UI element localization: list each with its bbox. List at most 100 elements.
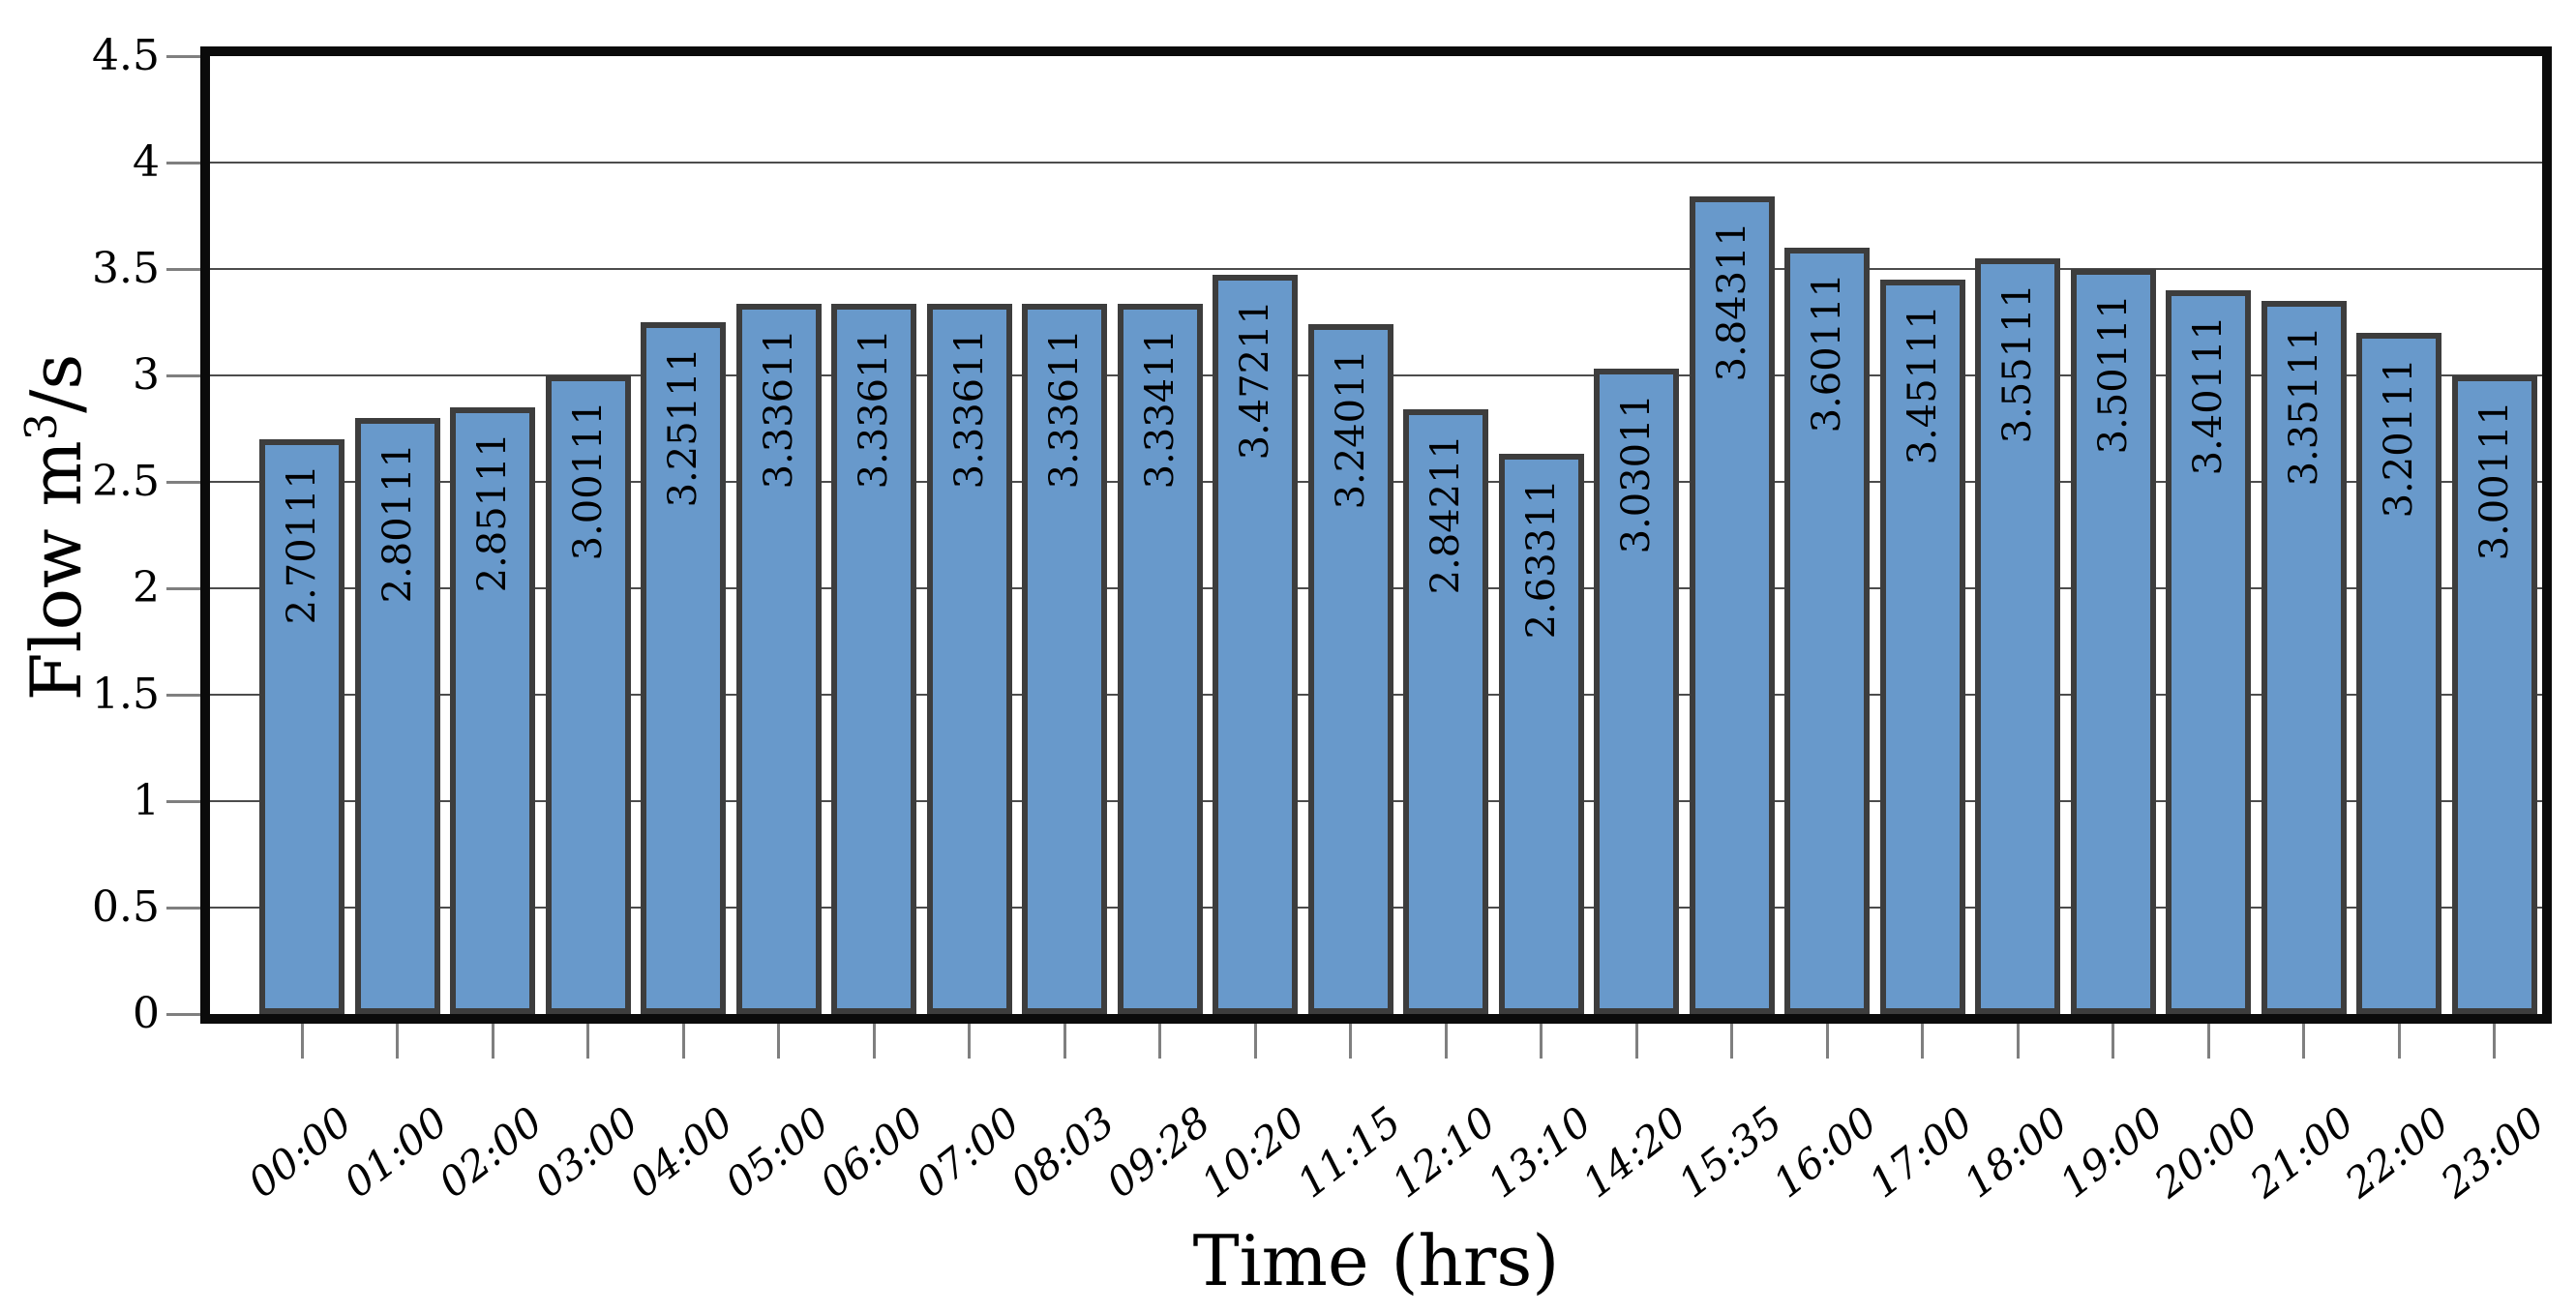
bar-value-label: 3.50111 xyxy=(2090,294,2136,455)
bar-value-label: 2.85111 xyxy=(470,433,515,593)
y-axis-title-suffix: /s xyxy=(15,353,97,413)
x-tick-mark xyxy=(2112,1024,2114,1059)
y-tick-mark xyxy=(166,267,200,271)
bar-value-label: 3.24011 xyxy=(1328,349,1373,510)
bar: 3.55111 xyxy=(1975,258,2060,1014)
bar-value-label: 3.33611 xyxy=(756,329,801,490)
y-axis-title: Flow m3/s xyxy=(15,354,97,701)
bar: 2.70111 xyxy=(259,439,344,1014)
x-tick-mark xyxy=(872,1024,876,1059)
gridline xyxy=(210,162,2542,164)
bar-value-label: 2.80111 xyxy=(374,443,420,604)
x-tick-mark xyxy=(1825,1024,1829,1059)
x-tick-mark xyxy=(396,1024,399,1059)
y-tick-mark xyxy=(166,54,200,58)
x-tick-mark xyxy=(1634,1024,1638,1059)
bar: 3.84311 xyxy=(1689,196,1775,1014)
bar-value-label: 3.00111 xyxy=(565,401,611,561)
bar-value-label: 3.33411 xyxy=(1137,329,1183,490)
bar: 3.33411 xyxy=(1117,304,1203,1014)
y-tick-mark xyxy=(166,480,200,484)
x-axis-title: Time (hrs) xyxy=(1192,1220,1560,1301)
bar-value-label: 3.00111 xyxy=(2471,401,2517,561)
x-tick-mark xyxy=(300,1024,304,1059)
bar: 3.60111 xyxy=(1784,248,1870,1014)
y-tick-label: 1 xyxy=(133,776,160,825)
bar-value-label: 3.33611 xyxy=(1042,329,1087,490)
x-tick-mark xyxy=(681,1024,685,1059)
y-tick-label: 1.5 xyxy=(92,670,160,719)
bar: 2.80111 xyxy=(354,418,440,1014)
x-tick-mark xyxy=(1540,1024,1543,1059)
bar-value-label: 3.40111 xyxy=(2186,315,2231,476)
bar-value-label: 3.25111 xyxy=(661,347,705,508)
x-tick-mark xyxy=(1349,1024,1352,1059)
x-tick-mark xyxy=(1730,1024,1733,1059)
y-tick-label: 3 xyxy=(133,350,160,400)
y-tick-mark xyxy=(166,799,200,803)
bar: 3.33611 xyxy=(926,304,1012,1014)
x-tick-mark xyxy=(2206,1024,2210,1059)
gridline xyxy=(210,268,2542,270)
bar: 3.40111 xyxy=(2166,290,2251,1014)
bar-value-label: 3.03011 xyxy=(1614,394,1659,554)
bar-value-label: 3.35111 xyxy=(2281,326,2326,487)
x-tick-mark xyxy=(968,1024,971,1059)
bar-value-label: 3.33611 xyxy=(946,329,992,490)
bar: 3.35111 xyxy=(2261,301,2347,1014)
bar: 3.24011 xyxy=(1307,324,1393,1014)
bar: 3.33611 xyxy=(735,304,822,1014)
bar-value-label: 3.84311 xyxy=(1709,222,1754,382)
bar: 3.33611 xyxy=(1022,304,1107,1014)
x-tick-mark xyxy=(2016,1024,2020,1059)
bar-value-label: 3.55111 xyxy=(1995,283,2040,444)
y-tick-label: 4 xyxy=(133,137,160,187)
bar: 3.50111 xyxy=(2070,269,2156,1014)
y-tick-mark xyxy=(166,586,200,590)
bar-value-label: 2.84211 xyxy=(1423,434,1468,595)
bar: 3.25111 xyxy=(641,322,726,1014)
y-axis-title-prefix: Flow m xyxy=(15,440,97,701)
bar-value-label: 2.70111 xyxy=(280,464,324,625)
x-tick-mark xyxy=(777,1024,780,1059)
y-tick-label: 0 xyxy=(133,989,160,1038)
bar: 3.00111 xyxy=(2451,375,2537,1014)
x-tick-mark xyxy=(2302,1024,2305,1059)
bar: 3.45111 xyxy=(1879,280,1965,1014)
y-tick-mark xyxy=(166,906,200,910)
bar: 2.63311 xyxy=(1498,454,1584,1014)
y-tick-mark xyxy=(166,161,200,164)
y-tick-label: 4.5 xyxy=(92,31,160,80)
y-tick-mark xyxy=(166,1012,200,1016)
bar-value-label: 3.60111 xyxy=(1805,273,1849,433)
bar: 3.00111 xyxy=(545,375,631,1014)
bar-value-label: 2.63311 xyxy=(1518,479,1564,640)
bar: 2.84211 xyxy=(1403,409,1488,1014)
bar: 2.85111 xyxy=(450,407,535,1014)
bar: 3.20111 xyxy=(2356,333,2441,1014)
y-tick-mark xyxy=(166,373,200,377)
x-tick-mark xyxy=(2397,1024,2401,1059)
plot-area: 2.70111 2.80111 2.85111 3.00111 3.25111 3.336… xyxy=(200,46,2552,1024)
y-tick-label: 2 xyxy=(133,563,160,612)
x-tick-mark xyxy=(1063,1024,1066,1059)
x-tick-mark xyxy=(1158,1024,1161,1059)
bar-value-label: 3.45111 xyxy=(1900,305,1945,465)
bar: 3.33611 xyxy=(831,304,916,1014)
y-tick-label: 2.5 xyxy=(92,457,160,506)
x-tick-mark xyxy=(1444,1024,1448,1059)
bar-value-label: 3.20111 xyxy=(2377,358,2421,519)
x-tick-mark xyxy=(2493,1024,2496,1059)
y-tick-label: 3.5 xyxy=(92,244,160,293)
bar-value-label: 3.33611 xyxy=(852,329,896,490)
y-tick-mark xyxy=(166,693,200,697)
x-tick-mark xyxy=(491,1024,494,1059)
x-tick-mark xyxy=(1253,1024,1257,1059)
bar: 3.47211 xyxy=(1213,275,1298,1014)
y-axis-title-superscript: 3 xyxy=(16,412,67,441)
bar: 3.03011 xyxy=(1594,369,1679,1014)
bar-value-label: 3.47211 xyxy=(1233,300,1277,461)
x-tick-mark xyxy=(1921,1024,1924,1059)
x-tick-mark xyxy=(586,1024,589,1059)
